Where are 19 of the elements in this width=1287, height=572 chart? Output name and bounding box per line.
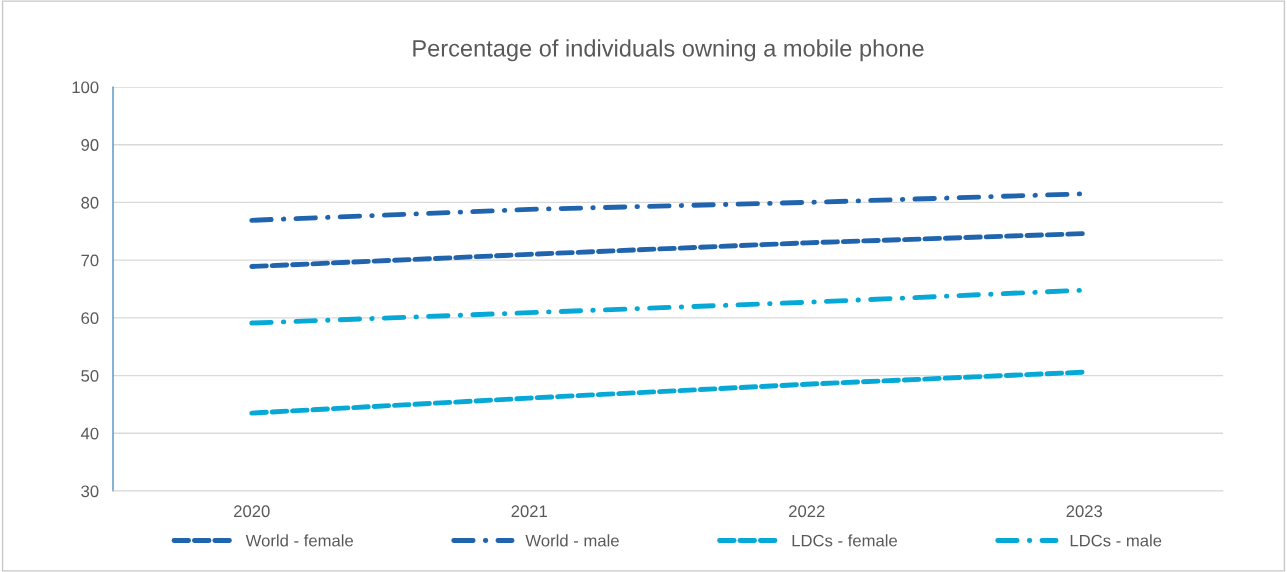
legend-label: World - female — [245, 534, 353, 547]
y-tick-label: 80 — [81, 196, 99, 209]
line-series — [249, 369, 1087, 416]
y-tick-label: 90 — [81, 139, 99, 151]
x-tick-label: 2023 — [1066, 505, 1103, 518]
x-tick-label: 2022 — [789, 505, 825, 518]
line-series — [249, 231, 1087, 269]
chart-title: Percentage of individuals owning a mobile phone — [413, 39, 924, 62]
y-tick-label: 60 — [81, 312, 99, 325]
y-tick-label: 100 — [72, 81, 99, 94]
legend-label: World - male — [525, 534, 619, 547]
y-tick-label: 30 — [81, 485, 99, 498]
x-tick-label: 2021 — [511, 505, 547, 518]
legend-label: LDCs - female — [792, 534, 897, 547]
y-tick-label: 70 — [81, 254, 99, 267]
x-tick-label: 2020 — [234, 505, 270, 518]
y-tick-label: 50 — [81, 369, 99, 382]
y-tick-label: 40 — [80, 427, 99, 440]
legend-label: LDCs - male — [1070, 534, 1162, 547]
